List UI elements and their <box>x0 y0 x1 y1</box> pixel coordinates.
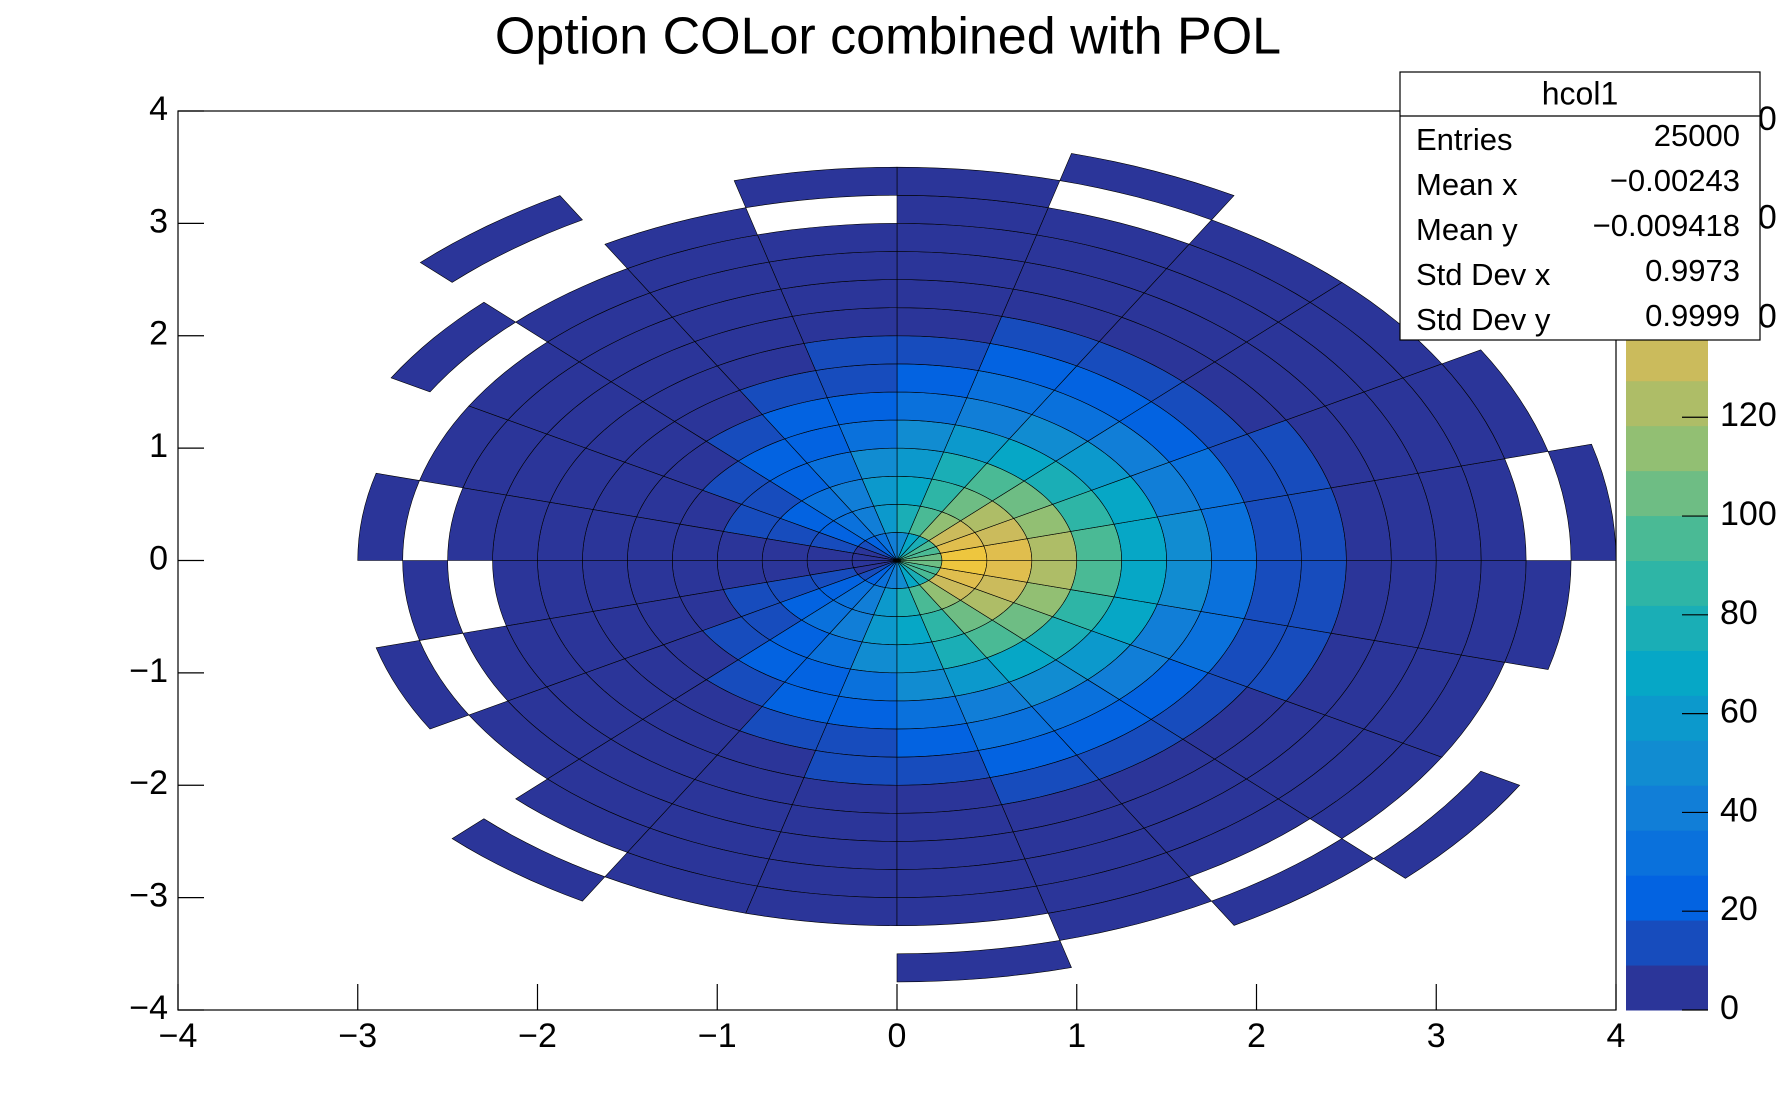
y-tick-label: 4 <box>149 90 168 128</box>
bin-cell <box>826 391 898 426</box>
stats-value: −0.009418 <box>1593 208 1740 243</box>
palette-band <box>1626 785 1708 831</box>
palette-band <box>1626 740 1708 786</box>
x-tick-label: 1 <box>1067 1017 1086 1055</box>
palette-band <box>1626 605 1708 651</box>
stats-box <box>1399 71 1761 341</box>
stats-label: Mean y <box>1416 212 1518 247</box>
palette-band <box>1626 335 1708 382</box>
bin-cell <box>896 391 968 426</box>
palette-band <box>1626 425 1708 472</box>
y-tick-label: −4 <box>129 989 168 1027</box>
z-tick-label: 80 <box>1720 594 1758 632</box>
palette-band <box>1626 470 1708 517</box>
bin-cell <box>1504 560 1572 670</box>
x-tick-label: −1 <box>698 1017 737 1055</box>
x-tick-label: −4 <box>159 1017 198 1055</box>
stats-value: −0.00243 <box>1610 163 1740 198</box>
x-tick-label: 0 <box>888 1017 907 1055</box>
y-tick-label: 1 <box>149 427 168 465</box>
z-tick-label: 100 <box>1720 495 1777 533</box>
stats-label: Entries <box>1416 122 1512 157</box>
stats-value: 0.9973 <box>1645 253 1740 288</box>
palette-band <box>1626 560 1708 606</box>
y-tick-label: −1 <box>129 652 168 690</box>
palette-band <box>1626 965 1708 1011</box>
stats-title: hcol1 <box>1542 75 1619 111</box>
stats-value: 0.9999 <box>1645 298 1740 333</box>
y-tick-label: 3 <box>149 202 168 240</box>
palette-band <box>1626 515 1708 561</box>
chart-title: Option COLor combined with POL <box>495 8 1281 66</box>
bin-cell <box>1373 770 1521 879</box>
stats-label: Std Dev y <box>1416 302 1551 337</box>
x-tick-label: −3 <box>338 1017 377 1055</box>
palette-band <box>1626 920 1708 966</box>
x-tick-label: 4 <box>1607 1017 1626 1055</box>
z-tick-label: 20 <box>1720 890 1758 928</box>
palette-band <box>1626 380 1708 427</box>
y-tick-label: −3 <box>129 877 168 915</box>
y-tick-label: −2 <box>129 764 168 802</box>
palette-band <box>1626 875 1708 921</box>
bin-cell <box>896 695 968 730</box>
z-tick-label: 60 <box>1720 693 1758 731</box>
x-tick-label: 2 <box>1247 1017 1266 1055</box>
bin-cell <box>390 301 517 393</box>
bin-cell <box>627 516 681 561</box>
bin-cell <box>1113 516 1167 561</box>
stats-value: 25000 <box>1654 118 1740 153</box>
z-tick-label: 120 <box>1720 396 1777 434</box>
bin-cell <box>419 195 583 283</box>
bin-cell <box>627 560 681 605</box>
palette-band <box>1626 830 1708 876</box>
y-tick-label: 2 <box>149 315 168 353</box>
z-tick-label: 40 <box>1720 791 1758 829</box>
stats-label: Mean x <box>1416 167 1518 202</box>
y-tick-label: 0 <box>149 539 168 577</box>
palette-band <box>1626 695 1708 741</box>
palette-band <box>1626 650 1708 696</box>
x-tick-label: 3 <box>1427 1017 1446 1055</box>
z-tick-label: 0 <box>1720 989 1739 1027</box>
stats-label: Std Dev x <box>1416 257 1551 292</box>
x-tick-label: −2 <box>518 1017 557 1055</box>
bin-cell <box>826 695 898 730</box>
bin-cell <box>1113 560 1167 605</box>
